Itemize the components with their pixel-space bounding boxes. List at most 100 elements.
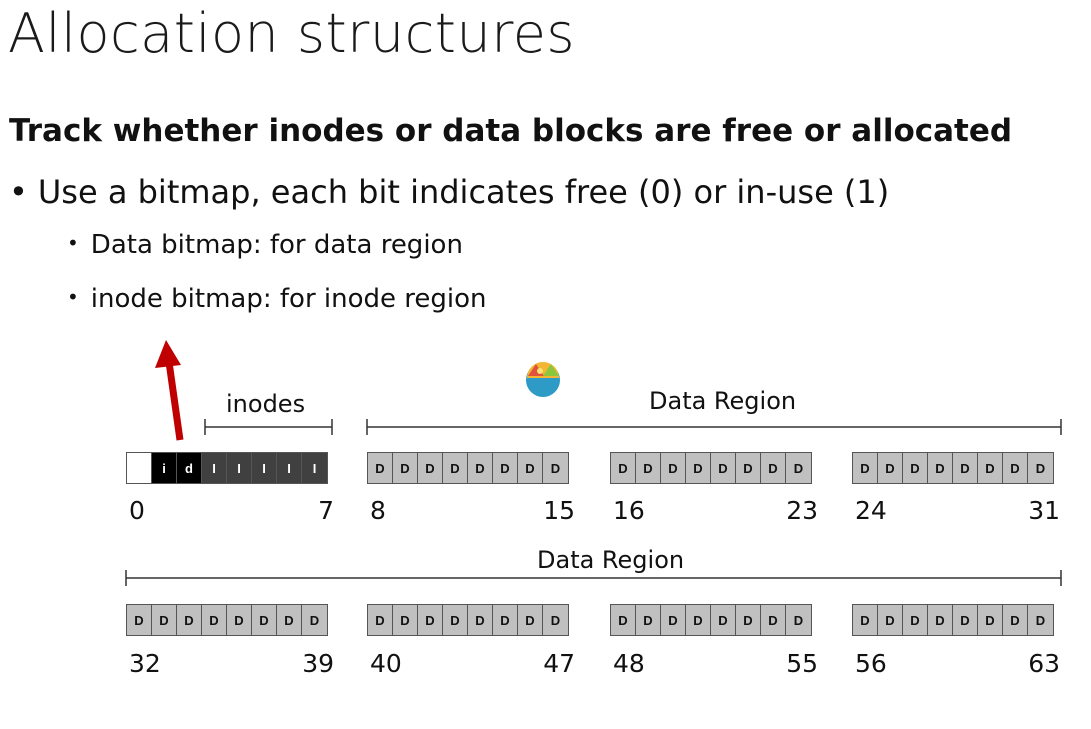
red-arrow-icon (155, 340, 184, 441)
data-block: D (686, 453, 711, 483)
data-block: D (493, 605, 518, 635)
data-block: D (903, 453, 928, 483)
data-block: D (903, 605, 928, 635)
data-block: D (661, 605, 686, 635)
data-block: D (1003, 605, 1028, 635)
data-block: D (1028, 605, 1053, 635)
data-block: D (636, 605, 661, 635)
data-block: D (761, 453, 786, 483)
data-block: D (543, 453, 568, 483)
data-block: D (202, 605, 227, 635)
data-block: D (418, 453, 443, 483)
data-block: D (443, 453, 468, 483)
data-block: D (611, 453, 636, 483)
data-region-bracket-top (366, 419, 1062, 435)
inodes-label: inodes (226, 390, 306, 418)
colorful-logo-icon (526, 362, 560, 397)
slide-heading: Track whether inodes or data blocks are … (9, 113, 1013, 149)
data-block: D (711, 453, 736, 483)
inode-block: I (302, 453, 327, 483)
superblock (127, 453, 152, 483)
data-block: D (953, 605, 978, 635)
data-block: D (878, 453, 903, 483)
data-block: D (711, 605, 736, 635)
subbullet-data-bitmap: • Data bitmap: for data region (67, 230, 463, 260)
block-index-start: 0 (129, 496, 145, 525)
data-block: D (127, 605, 152, 635)
data-bitmap-block: d (177, 453, 202, 483)
data-block: D (953, 453, 978, 483)
data-block: D (368, 605, 393, 635)
data-block: D (277, 605, 302, 635)
data-block: D (518, 453, 543, 483)
bullet-dot: • (67, 285, 79, 309)
data-block: D (543, 605, 568, 635)
data-block: D (611, 605, 636, 635)
data-block: D (443, 605, 468, 635)
data-block: D (252, 605, 277, 635)
subbullet-text: inode bitmap: for inode region (90, 284, 487, 314)
data-block: D (393, 605, 418, 635)
block-index-start: 8 (370, 496, 386, 525)
data-block: D (853, 453, 878, 483)
inode-block: I (202, 453, 227, 483)
data-block: D (786, 453, 811, 483)
data-block: D (1003, 453, 1028, 483)
data-block: D (878, 605, 903, 635)
data-block: D (468, 605, 493, 635)
bullet-main: • Use a bitmap, each bit indicates free (… (9, 173, 889, 211)
data-block: D (686, 605, 711, 635)
data-block: D (418, 605, 443, 635)
block-index-start: 56 (855, 649, 887, 678)
data-block: D (661, 453, 686, 483)
data-block: D (177, 605, 202, 635)
data-block: D (493, 453, 518, 483)
data-block: D (761, 605, 786, 635)
inode-block: I (252, 453, 277, 483)
data-block: D (1028, 453, 1053, 483)
data-region-label-top: Data Region (649, 387, 797, 415)
bullet-dot: • (9, 173, 28, 211)
slide-title: Allocation structures (8, 2, 576, 65)
block-index-start: 24 (855, 496, 887, 525)
data-block: D (518, 605, 543, 635)
subbullet-inode-bitmap: • inode bitmap: for inode region (67, 284, 487, 314)
data-block: D (227, 605, 252, 635)
data-region-bracket-bottom (125, 570, 1062, 586)
data-block: D (736, 453, 761, 483)
data-block: D (928, 453, 953, 483)
data-block: D (736, 605, 761, 635)
data-block: D (468, 453, 493, 483)
block-index-start: 48 (613, 649, 645, 678)
data-block: D (636, 453, 661, 483)
block-index-start: 16 (613, 496, 645, 525)
data-block: D (368, 453, 393, 483)
data-block: D (978, 453, 1003, 483)
data-block: D (393, 453, 418, 483)
data-block: D (786, 605, 811, 635)
subbullet-text: Data bitmap: for data region (90, 230, 463, 260)
inode-block: I (227, 453, 252, 483)
data-block: D (152, 605, 177, 635)
data-block: D (302, 605, 327, 635)
inode-bitmap-block: i (152, 453, 177, 483)
data-block: D (928, 605, 953, 635)
inodes-bracket (204, 419, 333, 435)
data-region-label-bottom: Data Region (537, 546, 685, 574)
data-block: D (978, 605, 1003, 635)
bullet-main-text: Use a bitmap, each bit indicates free (0… (37, 173, 890, 211)
data-block: D (853, 605, 878, 635)
inode-block: I (277, 453, 302, 483)
block-index-start: 32 (129, 649, 161, 678)
bullet-dot: • (67, 231, 79, 255)
block-index-start: 40 (370, 649, 402, 678)
